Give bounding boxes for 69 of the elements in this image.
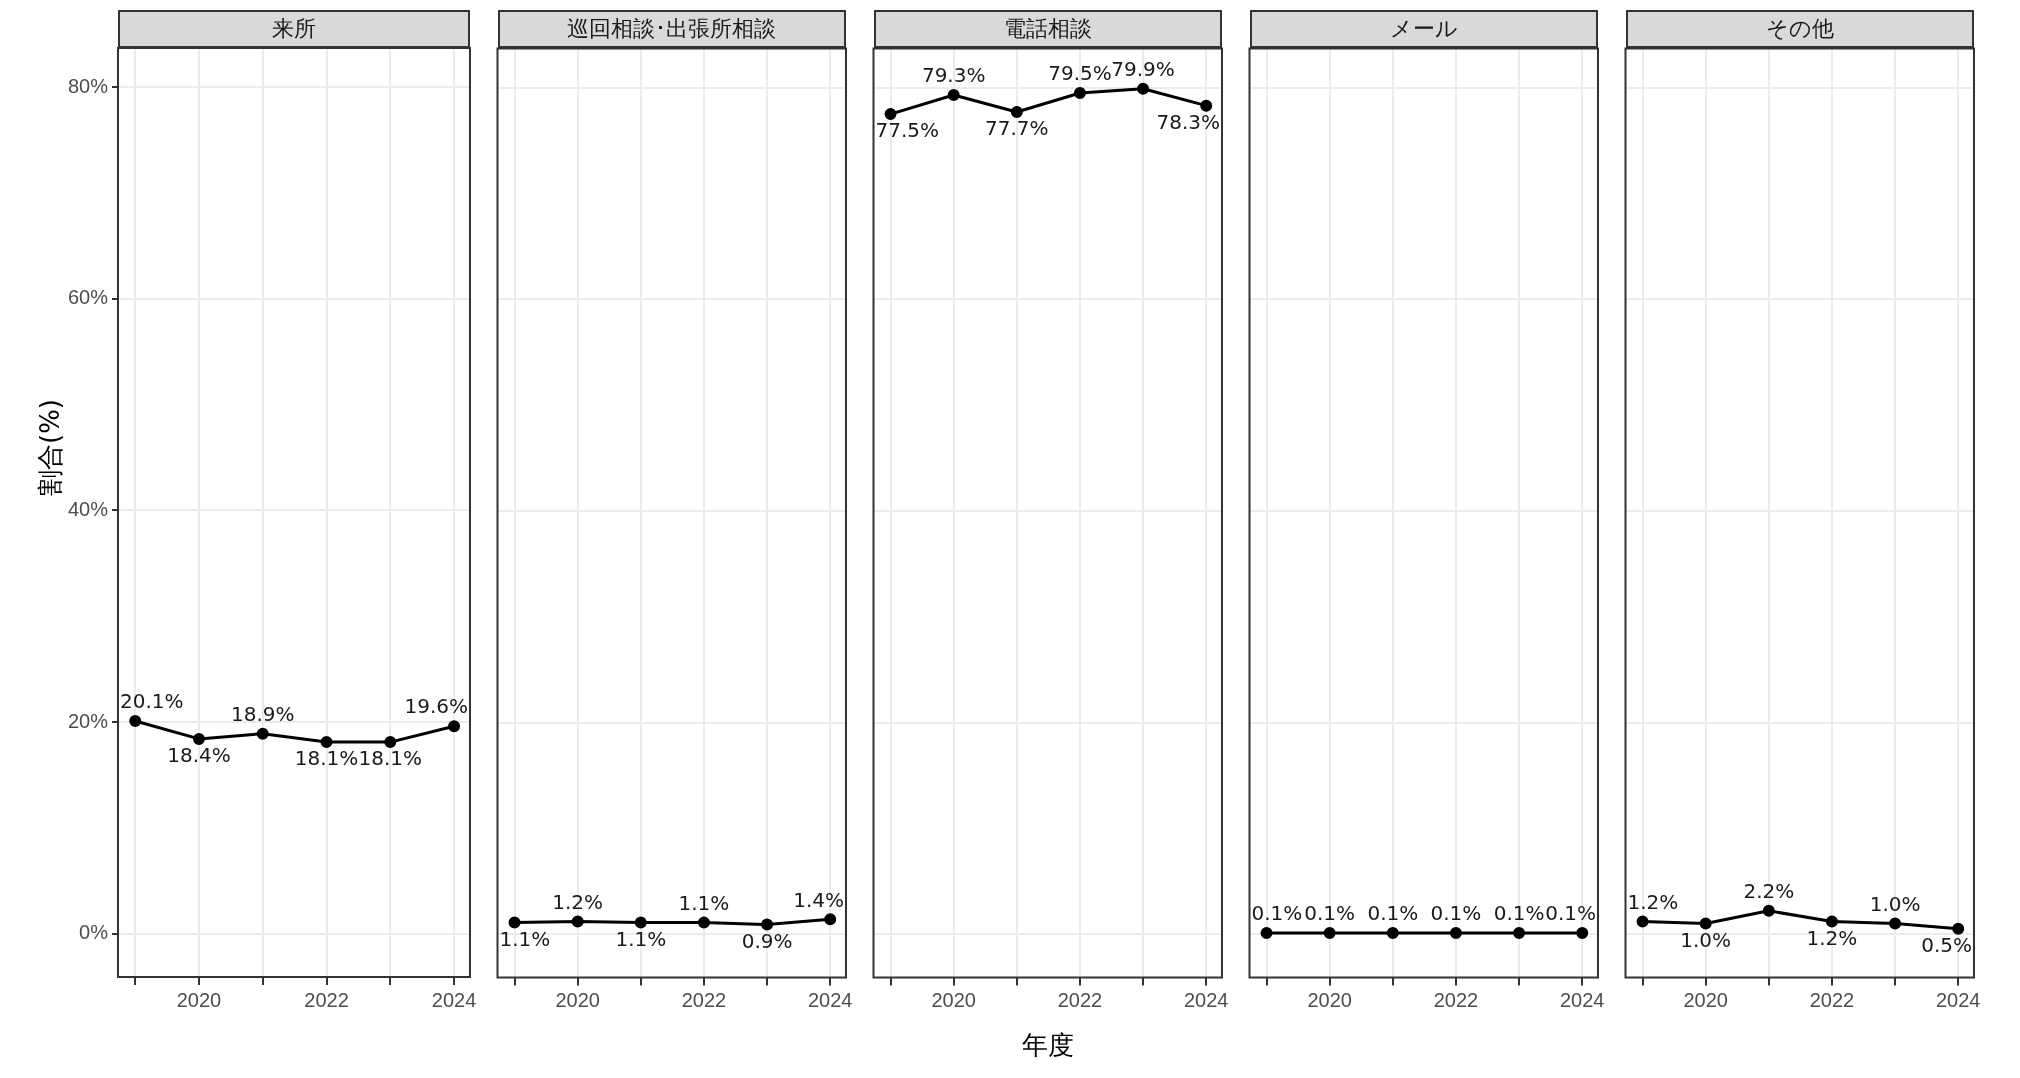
data-label: 1.1% [615, 926, 667, 951]
chart-title: 巡回相談･出張所相談 [497, 10, 846, 48]
y-axis-title: 割合(%) [34, 399, 66, 496]
data-label: 0.1% [1367, 900, 1419, 925]
data-label: 78.3% [1156, 109, 1221, 134]
x-tick-label: 2024 [1183, 988, 1229, 1011]
x-tick-label: 2020 [1683, 988, 1728, 1011]
data-label: 18.4% [167, 743, 231, 768]
x-tick-label: 2022 [1433, 988, 1479, 1011]
data-label: 0.1% [1304, 900, 1356, 925]
data-label: 18.9% [230, 701, 295, 726]
data-label: 1.0% [1680, 927, 1732, 952]
data-label: 79.5% [1048, 60, 1112, 85]
x-tick-label: 2022 [681, 988, 727, 1011]
data-label: 18.1% [294, 746, 359, 771]
x-tick-label: 2020 [176, 988, 222, 1011]
point [884, 107, 897, 120]
data-label: 1.2% [1627, 889, 1679, 914]
chart-title: 来所 [118, 10, 470, 48]
data-label: 1.1% [678, 890, 730, 915]
x-axis-title: 年度 [1020, 1028, 1075, 1062]
data-label: 0.9% [741, 928, 793, 953]
x-tick-label: 2020 [555, 988, 600, 1011]
x-tick-label: 2022 [1809, 988, 1855, 1011]
data-label: 1.2% [552, 889, 604, 914]
chart-title: その他 [1625, 10, 1974, 48]
data-label: 77.7% [985, 115, 1049, 140]
data-label: 0.1% [1430, 900, 1482, 925]
point [1073, 86, 1086, 99]
data-label: 19.6% [404, 694, 469, 719]
x-tick-label: 2022 [1057, 988, 1103, 1011]
data-label: 20.1% [119, 689, 184, 714]
point [1636, 914, 1649, 927]
x-tick-label: 2024 [1935, 988, 1981, 1011]
point [1889, 917, 1902, 930]
y-tick-label: 20% [67, 709, 109, 732]
data-label: 79.3% [921, 62, 986, 87]
y-tick-label: 40% [67, 497, 109, 520]
data-label: 1.0% [1869, 891, 1921, 916]
data-label: 79.9% [1111, 56, 1175, 81]
y-tick-label: 60% [67, 286, 109, 309]
data-label: 18.1% [358, 746, 423, 771]
data-label: 0.5% [1921, 932, 1972, 957]
y-tick-label: 0% [79, 921, 109, 944]
point [1825, 914, 1838, 927]
point [1137, 82, 1150, 95]
data-label: 0.1% [1251, 900, 1303, 925]
x-tick-label: 2024 [807, 988, 853, 1011]
point [1762, 904, 1775, 917]
point [1699, 917, 1712, 930]
data-label: 2.2% [1743, 878, 1795, 903]
data-label: 1.4% [793, 887, 844, 912]
data-label: 0.1% [1493, 900, 1545, 925]
x-tick-label: 2020 [931, 988, 976, 1011]
data-label: 1.2% [1806, 925, 1858, 950]
point [947, 88, 960, 101]
point [1952, 922, 1965, 935]
data-label: 0.1% [1545, 900, 1596, 925]
chart-title: メール [1249, 10, 1598, 48]
x-tick-label: 2022 [304, 988, 349, 1011]
data-label: 1.1% [499, 926, 551, 951]
point [1010, 105, 1023, 118]
x-tick-label: 2024 [1559, 988, 1605, 1011]
y-tick-label: 80% [67, 74, 109, 97]
chart-title: 電話相談 [873, 10, 1222, 48]
x-tick-label: 2024 [431, 988, 477, 1011]
x-tick-label: 2020 [1307, 988, 1352, 1011]
data-label: 77.5% [875, 117, 940, 142]
point [1200, 99, 1213, 112]
